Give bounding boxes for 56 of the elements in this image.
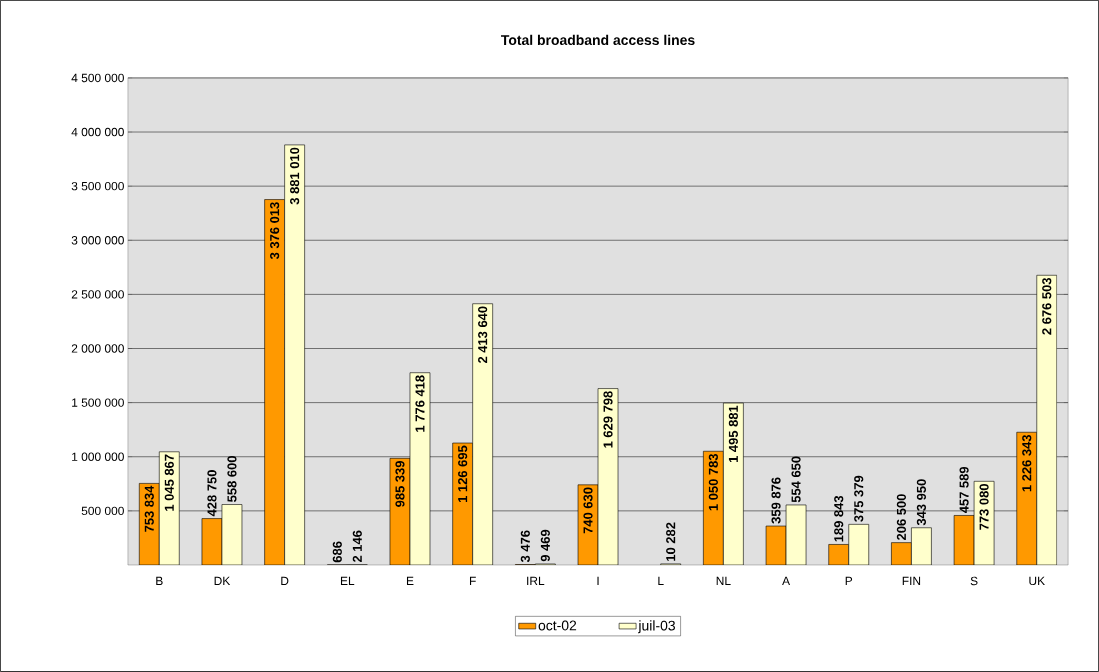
- data-label: 1 045 867: [164, 454, 174, 511]
- x-tick-label: E: [406, 576, 414, 586]
- data-label: 457 589: [959, 466, 969, 514]
- y-tick-label: 1 000 000: [72, 452, 124, 462]
- data-label: 3 476: [520, 530, 530, 563]
- chart-title: Total broadband access lines: [501, 34, 695, 46]
- data-label: 1 776 418: [415, 375, 425, 432]
- x-tick-label: A: [782, 576, 791, 586]
- data-label: 3 881 010: [290, 147, 300, 205]
- y-tick-label: 3 000 000: [71, 236, 124, 245]
- data-label: 2 413 640: [478, 306, 488, 364]
- y-tick-label: 500 000: [81, 506, 124, 516]
- data-label: 9 469: [540, 529, 550, 562]
- x-tick-label: IRL: [527, 576, 545, 586]
- x-tick-label: DK: [214, 576, 231, 586]
- x-tick-label: I: [597, 576, 599, 586]
- data-label: 375 379: [854, 475, 864, 522]
- data-label: 1 495 881: [728, 405, 738, 463]
- y-tick-label: 3 500 000: [71, 181, 124, 191]
- data-label: 428 750: [207, 470, 217, 517]
- y-tick-label: 4 000 000: [71, 127, 124, 137]
- y-tick-label: 1 500 000: [72, 398, 124, 407]
- data-label: 773 080: [979, 484, 989, 530]
- data-label: 740 630: [583, 487, 593, 534]
- x-tick-label: NL: [716, 576, 731, 586]
- x-tick-label: FIN: [902, 576, 921, 586]
- data-label: 1 050 783: [708, 453, 718, 511]
- data-label: 2 146: [352, 530, 362, 563]
- data-label: 1 629 798: [603, 391, 613, 448]
- data-label: 343 950: [916, 479, 926, 526]
- x-tick-label: UK: [1029, 576, 1045, 586]
- x-tick-label: S: [970, 576, 978, 586]
- data-label: 359 876: [771, 477, 781, 524]
- x-tick-label: D: [281, 576, 289, 586]
- legend-label: oct-02: [538, 620, 577, 631]
- x-tick-label: EL: [340, 576, 355, 586]
- data-label: 10 282: [666, 522, 676, 561]
- legend-label: juil-03: [638, 620, 675, 634]
- data-label: 554 650: [791, 456, 801, 503]
- data-label: 189 843: [834, 495, 844, 542]
- data-label: 753 834: [144, 485, 154, 532]
- x-tick-label: L: [658, 576, 664, 586]
- y-tick-label: 4 500 000: [71, 73, 124, 83]
- data-label: 206 500: [896, 494, 906, 541]
- data-label: 686: [332, 541, 342, 563]
- data-label: 2 676 503: [1042, 278, 1052, 335]
- y-tick-label: 2 500 000: [71, 290, 124, 299]
- x-tick-label: P: [845, 576, 853, 586]
- data-label: 558 600: [227, 456, 237, 502]
- y-tick-label: 2 000 000: [71, 344, 124, 353]
- data-label: 3 376 013: [270, 202, 280, 260]
- x-tick-label: B: [156, 576, 163, 586]
- data-label: 985 339: [395, 461, 405, 507]
- x-tick-label: F: [470, 576, 476, 586]
- data-label: 1 226 343: [1022, 434, 1032, 492]
- data-label: 1 126 695: [458, 445, 468, 503]
